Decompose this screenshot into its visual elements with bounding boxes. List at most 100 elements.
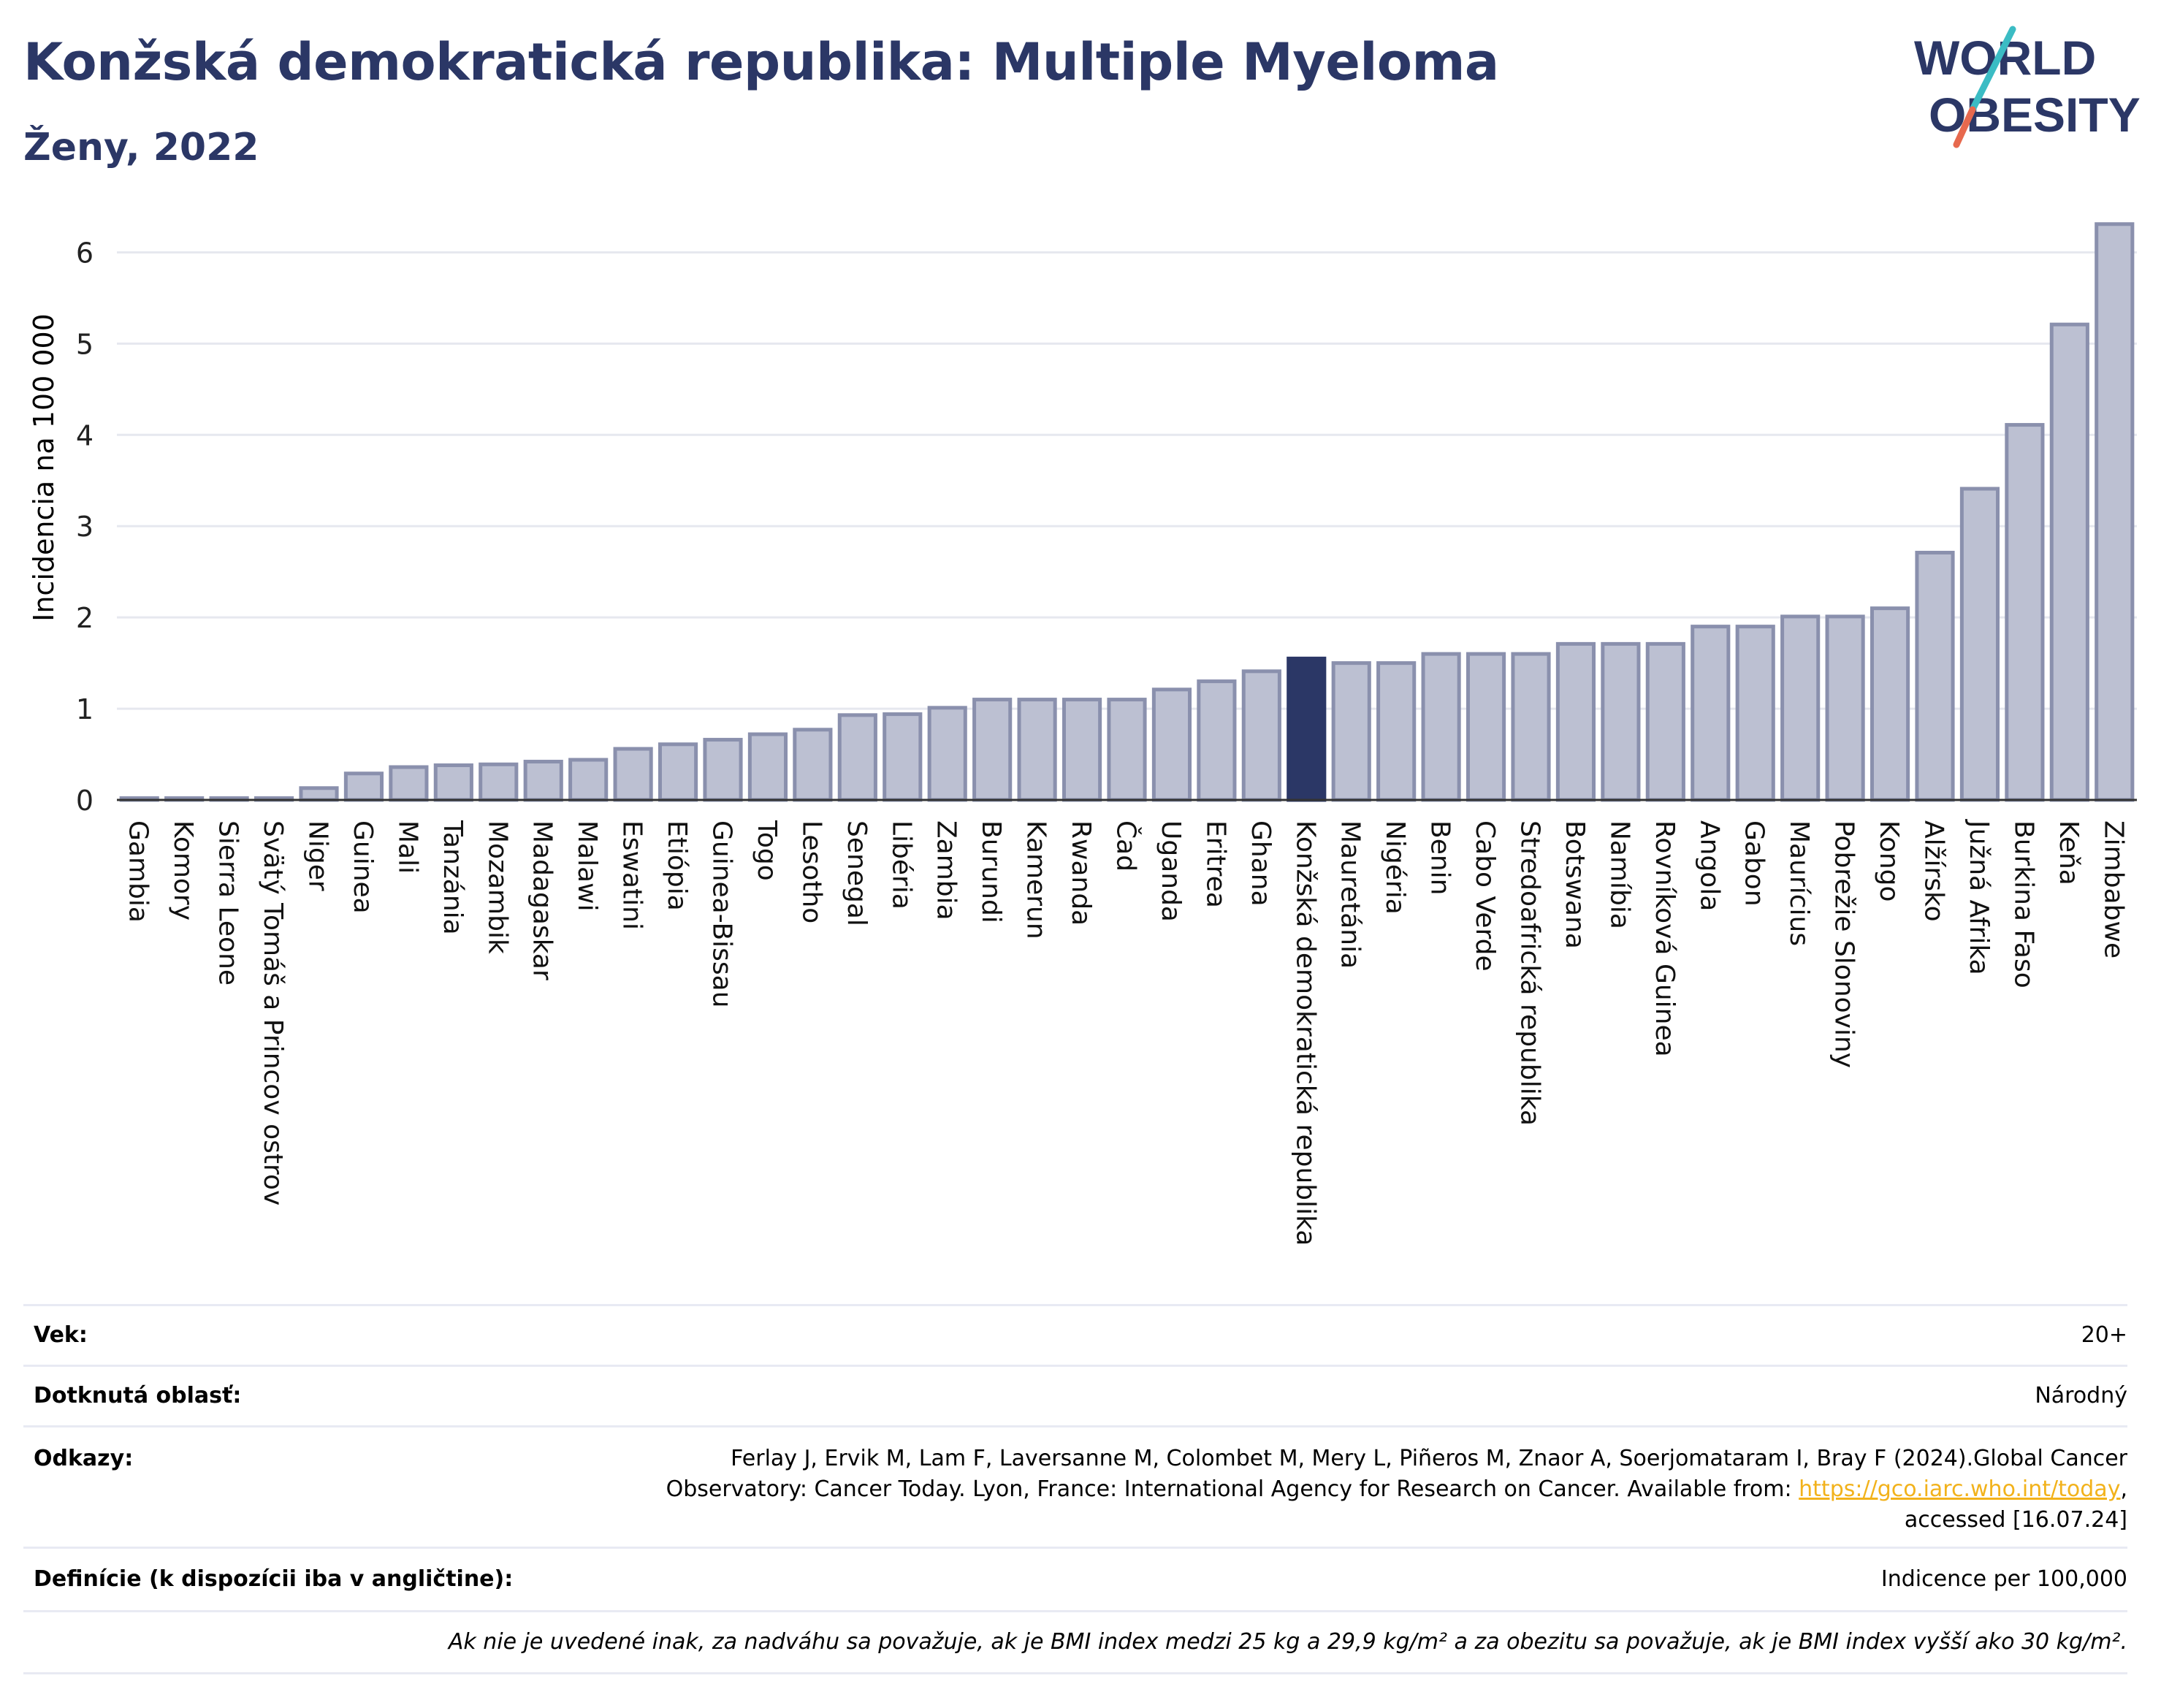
logo-stroke-teal	[1969, 26, 2016, 113]
bar	[1107, 698, 1147, 802]
bar	[793, 728, 833, 802]
x-tick-label: Eswatini	[617, 820, 647, 930]
bar	[1062, 698, 1102, 802]
x-tick-label: Benin	[1425, 820, 1455, 895]
bar	[927, 706, 967, 802]
y-tick-label: 6	[76, 237, 94, 269]
info-row-references: Odkazy: Ferlay J, Ervik M, Lam F, Lavers…	[23, 1425, 2127, 1547]
x-tick-label: Mozambik	[482, 820, 512, 954]
y-tick-label: 4	[76, 419, 94, 451]
def-value: Indicence per 100,000	[1880, 1566, 2127, 1592]
bar	[1691, 625, 1731, 802]
info-table: Vek: 20+ Dotknutá oblasť: Národný Odkazy…	[23, 1304, 2127, 1674]
x-tick-label: Guinea-Bissau	[707, 820, 737, 1008]
y-tick-label: 5	[76, 328, 94, 360]
age-label: Vek:	[34, 1322, 88, 1348]
age-value: 20+	[2081, 1322, 2127, 1348]
x-tick-label: Togo	[752, 820, 782, 881]
refs-label: Odkazy:	[34, 1446, 134, 1471]
bar	[1645, 641, 1685, 802]
y-tick-label: 1	[76, 693, 94, 725]
x-tick-label: Zimbabwe	[2098, 820, 2128, 958]
bar	[1915, 550, 1955, 802]
y-tick-label: 0	[76, 785, 94, 817]
info-row-area: Dotknutá oblasť: Národný	[23, 1365, 2127, 1425]
bar-highlighted	[1287, 656, 1327, 802]
x-tick-label: Sierra Leone	[213, 820, 243, 985]
bar	[523, 760, 563, 802]
bar	[2049, 322, 2089, 802]
x-tick-label: Konžská demokratická republika	[1290, 820, 1320, 1246]
bar	[972, 698, 1013, 802]
bar	[1331, 661, 1371, 802]
x-tick-label: Tanzánia	[438, 820, 468, 935]
refs-line3: accessed [16.07.24]	[1904, 1507, 2127, 1533]
page-subtitle: Ženy, 2022	[23, 126, 259, 169]
def-label: Definície (k dispozícii iba v angličtine…	[34, 1566, 514, 1592]
refs-line1: Ferlay J, Ervik M, Lam F, Laversanne M, …	[731, 1446, 2127, 1471]
bar	[2095, 222, 2135, 802]
info-row-definitions: Definície (k dispozícii iba v angličtine…	[23, 1547, 2127, 1610]
bar	[1197, 679, 1237, 802]
world-obesity-logo: WORLD OBESITY	[1914, 26, 2141, 148]
bar	[613, 747, 653, 802]
bar	[837, 713, 877, 802]
x-tick-label: Niger	[303, 820, 333, 891]
refs-link[interactable]: https://gco.iarc.who.int/today	[1799, 1476, 2121, 1502]
x-tick-label: Etiópia	[662, 820, 692, 911]
x-tick-label: Pobrežie Slonoviny	[1829, 820, 1859, 1068]
area-label: Dotknutá oblasť:	[34, 1383, 242, 1408]
x-tick-label: Guinea	[348, 820, 378, 914]
bar	[389, 765, 429, 802]
bar	[1959, 487, 2000, 802]
x-tick-label: Burkina Faso	[2008, 820, 2038, 988]
info-row-age: Vek: 20+	[23, 1304, 2127, 1365]
bmi-note: Ak nie je uvedené inak, za nadváhu sa po…	[448, 1629, 2127, 1655]
bar	[1735, 625, 1775, 802]
x-tick-label: Južná Afrika	[1964, 819, 1994, 975]
bar	[343, 771, 384, 802]
bar	[1555, 641, 1596, 802]
bar	[1780, 614, 1821, 802]
x-tick-label: Gabon	[1739, 820, 1769, 907]
bar	[299, 786, 339, 802]
x-tick-label: Kongo	[1874, 820, 1904, 902]
bar	[433, 763, 473, 802]
x-tick-label: Libéria	[886, 820, 916, 910]
x-tick-label: Malawi	[572, 820, 602, 912]
x-tick-label: Burundi	[976, 820, 1006, 923]
x-tick-label: Keňa	[2054, 820, 2084, 885]
x-tick-label: Senegal	[842, 820, 872, 926]
bar	[1376, 661, 1417, 802]
page-title: Konžská demokratická republika: Multiple…	[23, 32, 1499, 92]
x-tick-label: Namíbia	[1604, 820, 1634, 929]
x-tick-label: Mali	[392, 820, 422, 874]
info-row-note: Ak nie je uvedené inak, za nadváhu sa po…	[23, 1610, 2127, 1674]
bar	[1511, 652, 1551, 802]
x-tick-label: Svätý Tomáš a Princov ostrov	[258, 820, 288, 1205]
x-tick-label: Čad	[1111, 820, 1142, 872]
bar	[1466, 652, 1506, 802]
y-tick-label: 3	[76, 511, 94, 543]
x-tick-label: Eritrea	[1200, 820, 1230, 908]
x-tick-label: Zambia	[931, 820, 961, 920]
x-tick-label: Maurícius	[1784, 820, 1814, 946]
x-tick-label: Gambia	[123, 820, 153, 923]
bar	[1151, 687, 1192, 802]
bar	[1421, 652, 1461, 802]
refs-line2: Observatory: Cancer Today. Lyon, France:…	[666, 1476, 1799, 1502]
x-tick-label: Angola	[1694, 820, 1724, 911]
bar	[2005, 423, 2045, 802]
x-tick-label: Madagaskar	[527, 820, 557, 980]
x-tick-label: Kamerun	[1021, 820, 1051, 939]
x-tick-label: Lesotho	[796, 820, 826, 923]
bar	[479, 762, 519, 802]
bar	[1017, 698, 1057, 802]
x-tick-label: Rwanda	[1066, 820, 1096, 926]
x-tick-label: Stredoafrická republika	[1515, 820, 1545, 1126]
refs-value: Ferlay J, Ervik M, Lam F, Laversanne M, …	[666, 1444, 2127, 1536]
y-tick-label: 2	[76, 602, 94, 634]
bar	[703, 738, 743, 802]
x-tick-label: Mauretánia	[1335, 820, 1365, 969]
refs-line2-end: ,	[2120, 1476, 2127, 1502]
